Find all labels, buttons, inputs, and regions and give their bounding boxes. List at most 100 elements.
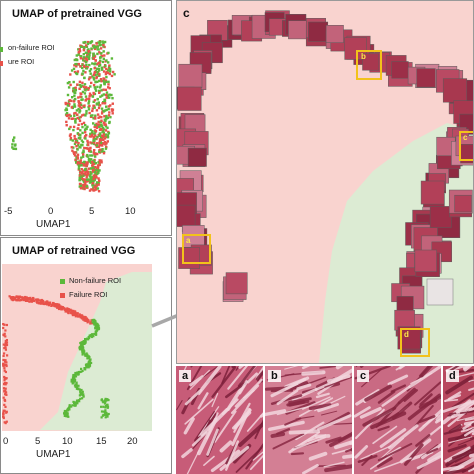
- scatter-point: [103, 140, 107, 144]
- scatter-point: [74, 121, 77, 124]
- scatter-point: [103, 123, 106, 126]
- scatter-point: [92, 54, 95, 57]
- scatter-point: [73, 94, 76, 97]
- scatter-point: [76, 70, 80, 73]
- scatter-point: [42, 299, 45, 302]
- scatter-point: [69, 83, 72, 87]
- scatter-point: [72, 309, 75, 312]
- tissue-fiber: [464, 428, 474, 437]
- scatter-point: [97, 177, 100, 180]
- scatter-point: [69, 125, 72, 129]
- scatter-point: [53, 304, 56, 307]
- scatter-point: [3, 352, 6, 355]
- scatter-point: [16, 295, 19, 299]
- legend-nonfailure-label: on-failure ROI: [8, 43, 55, 52]
- scatter-point: [99, 84, 102, 87]
- scatter-point: [4, 381, 7, 385]
- scatter-point: [103, 411, 107, 414]
- scatter-point: [92, 91, 95, 95]
- scatter-point: [102, 79, 105, 82]
- scatter-point: [4, 344, 7, 347]
- pretrained-umap-panel: [0, 0, 172, 236]
- scatter-point: [96, 172, 99, 175]
- scatter-point: [82, 180, 86, 183]
- scatter-point: [101, 148, 104, 151]
- tissue-fiber: [302, 463, 319, 474]
- tissue-fiber: [464, 417, 474, 421]
- scatter-point: [79, 347, 82, 351]
- scatter-point: [105, 91, 109, 94]
- scatter-point: [92, 167, 96, 170]
- tissue-fiber: [448, 436, 473, 444]
- scatter-point: [80, 184, 83, 187]
- scatter-point: [99, 132, 102, 135]
- x-axis-label: UMAP1: [36, 219, 71, 230]
- tissue-fiber: [249, 454, 263, 471]
- scatter-point: [100, 80, 103, 83]
- scatter-point: [107, 131, 110, 135]
- tissue-fiber: [235, 447, 263, 473]
- scatter-point: [77, 48, 80, 51]
- scatter-point: [81, 353, 84, 356]
- scatter-point: [3, 398, 6, 401]
- scatter-point: [91, 163, 95, 166]
- scatter-point: [72, 80, 75, 84]
- scatter-point: [102, 133, 106, 136]
- scatter-point: [74, 120, 77, 123]
- scatter-point: [102, 405, 105, 408]
- scatter-point: [90, 361, 93, 365]
- scatter-point: [52, 302, 55, 305]
- scatter-point: [24, 299, 27, 302]
- scatter-point: [102, 110, 105, 113]
- scatter-point: [97, 41, 100, 44]
- scatter-point: [96, 166, 100, 170]
- scatter-point: [72, 87, 75, 90]
- tissue-fiber: [381, 385, 411, 407]
- legend-failure-label: ure ROI: [8, 57, 35, 66]
- inset-letter-a: a: [179, 370, 192, 382]
- scatter-point: [98, 143, 101, 146]
- scatter-point: [67, 114, 70, 117]
- scatter-point: [93, 188, 96, 192]
- tissue-fiber: [443, 394, 461, 403]
- scatter-point: [103, 115, 106, 118]
- tissue-fiber: [468, 467, 474, 473]
- tissue-fiber: [302, 396, 331, 410]
- scatter-point: [100, 116, 103, 119]
- scatter-point: [96, 52, 99, 56]
- scatter-point: [45, 300, 48, 303]
- scatter-point: [109, 116, 112, 119]
- scatter-point: [83, 367, 86, 370]
- scatter-point: [65, 308, 68, 311]
- scatter-point: [89, 154, 92, 157]
- tissue-fiber: [374, 457, 412, 473]
- scatter-point: [89, 170, 92, 174]
- scatter-point: [80, 175, 83, 178]
- scatter-point: [89, 72, 92, 75]
- scatter-point: [81, 345, 84, 348]
- scatter-point: [98, 51, 101, 54]
- scatter-point: [81, 140, 85, 144]
- scatter-point: [93, 332, 96, 336]
- scatter-point: [99, 86, 102, 89]
- scatter-point: [102, 77, 105, 80]
- scatter-point: [103, 83, 106, 86]
- scatter-point: [83, 83, 87, 86]
- scatter-point: [105, 116, 108, 119]
- scatter-point: [65, 114, 68, 117]
- scatter-point: [83, 92, 87, 95]
- scatter-point: [44, 302, 47, 306]
- scatter-point: [3, 383, 6, 386]
- scatter-point: [74, 385, 77, 388]
- scatter-point: [94, 166, 97, 169]
- scatter-point: [48, 301, 51, 304]
- scatter-point: [80, 103, 83, 106]
- legend-nonfailure-marker: [60, 279, 65, 284]
- scatter-point: [12, 138, 15, 142]
- tissue-fiber: [276, 389, 299, 406]
- scatter-point: [102, 150, 106, 154]
- scatter-point: [69, 138, 72, 141]
- scatter-point: [97, 183, 100, 186]
- tissue-tile: [308, 21, 329, 42]
- scatter-point: [81, 66, 84, 70]
